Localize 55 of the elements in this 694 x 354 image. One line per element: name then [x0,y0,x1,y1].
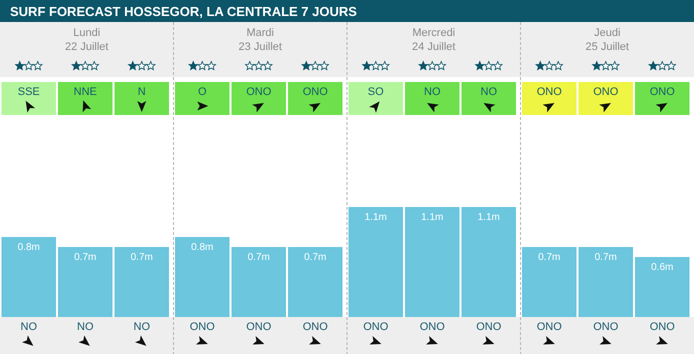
x-tick-label: ONO [190,321,216,333]
data-label: 0.7m [130,252,153,263]
x-tick-label: ONO [593,321,619,333]
data-label: 0.8m [191,242,214,253]
data-label: 0.7m [304,252,326,263]
x-tick-label: ONO [363,321,389,333]
x-tick-label: ONO [476,321,502,333]
bar [58,247,112,317]
data-label: 1.1m [364,212,387,223]
text: Mercredi [412,27,456,39]
data-label: 1.1m [478,212,500,223]
data-label: 0.7m [538,252,560,263]
text: 23 Juillet [238,41,282,53]
x-tick-label: NO [77,321,94,333]
text: Mardi [246,27,274,39]
x-tick-label: NO [134,321,150,333]
text: Lundi [73,27,100,39]
text: NNE [74,86,97,98]
x-tick-label: NO [20,321,38,333]
bar [635,257,690,317]
text: SSE [18,86,40,98]
text: 24 Juillet [412,41,456,53]
data-label: 0.7m [594,252,617,263]
data-label: 0.6m [651,262,674,273]
x-tick-label: ONO [302,321,328,333]
x-tick-label: ONO [420,321,446,333]
bar [232,247,286,317]
data-label: 0.7m [248,252,270,263]
text: 22 Juillet [65,41,108,53]
data-label: 0.8m [18,242,40,253]
bar [578,247,633,317]
x-tick-label: ONO [246,321,272,333]
text: NO [480,86,498,98]
bar [348,207,403,317]
text: Jeudi [594,27,620,39]
bar [405,207,460,317]
bar [288,247,342,317]
text: ONO [302,86,328,98]
bar [175,237,230,317]
bar [2,237,56,317]
text: ONO [650,86,676,98]
text: ONO [593,86,619,98]
text: SO [368,86,384,98]
text: O [198,86,207,98]
x-tick-label: ONO [536,321,562,333]
chart-title: SURF FORECAST HOSSEGOR, LA CENTRALE 7 JOURS [10,4,358,19]
data-label: 0.7m [74,252,96,263]
bar [462,207,516,317]
data-label: 1.1m [421,212,444,223]
text: ONO [246,86,272,98]
x-tick-label: ONO [650,321,676,333]
text: ONO [536,86,562,98]
text: 25 Juillet [586,41,629,53]
text: N [138,86,146,98]
text: NO [424,86,441,98]
